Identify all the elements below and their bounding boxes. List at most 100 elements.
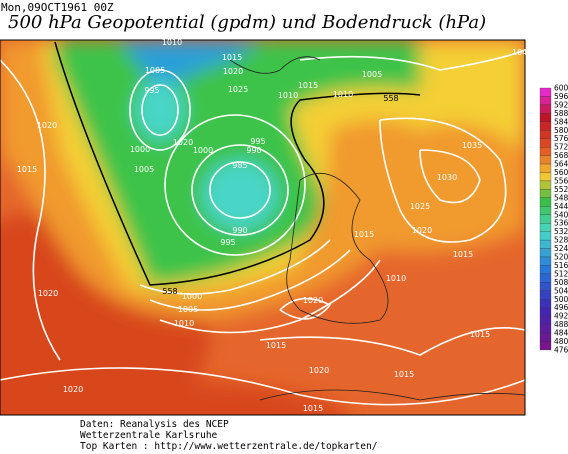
isobar-label: 1005	[145, 66, 165, 75]
colorbar-band	[539, 273, 552, 283]
isobar-label: 995	[144, 86, 159, 95]
edge-label: 104	[512, 48, 527, 57]
colorbar-band	[539, 130, 552, 139]
colorbar-band	[539, 239, 552, 249]
colorbar-band	[539, 87, 552, 97]
footer-line: Top Karten : http://www.wetterzentrale.d…	[80, 441, 377, 452]
height-label: 558	[383, 94, 398, 103]
colorbar-band	[539, 299, 552, 308]
colorbar-band	[539, 341, 552, 351]
isobar-label: 1020	[303, 296, 323, 305]
colorbar-band	[539, 324, 552, 334]
colorbar-band	[539, 113, 552, 122]
isobar-label: 1020	[63, 385, 83, 394]
isobar-label: 990	[232, 226, 247, 235]
colorbar-band	[539, 282, 552, 291]
colorbar-band	[539, 206, 552, 215]
colorbar-band	[539, 138, 552, 148]
title: 500 hPa Geopotential (gpdm) und Bodendru…	[8, 12, 486, 33]
isobar-label: 1005	[178, 305, 198, 314]
colorbar-band	[539, 214, 552, 224]
colorbar-band	[539, 315, 552, 325]
colorbar-band	[539, 163, 552, 173]
colorbar-label: 528	[554, 236, 568, 245]
isobar-label: 1015	[17, 165, 37, 174]
isobar-label: 1000	[130, 145, 150, 154]
isobar-label: 1020	[37, 121, 57, 130]
colorbar-label: 548	[554, 193, 568, 202]
colorbar-label: 544	[554, 202, 568, 211]
datetime: Mon,09OCT1961 00Z	[1, 1, 114, 14]
colorbar-label: 552	[554, 185, 568, 194]
colorbar-band	[539, 265, 552, 275]
isobar-label: 1020	[38, 289, 58, 298]
isobar-label: 1025	[410, 202, 430, 211]
isobar-label: 1020	[223, 67, 243, 76]
colorbar-label: 560	[554, 168, 568, 177]
colorbar-label: 496	[554, 303, 568, 312]
colorbar-label: 492	[554, 312, 568, 321]
isobar-label: 1015	[354, 230, 374, 239]
isobar-label: 1010	[333, 90, 353, 99]
colorbar-band	[539, 146, 552, 156]
isobar-label: 995	[250, 137, 265, 146]
colorbar-band	[539, 189, 552, 198]
map-frame	[0, 39, 526, 416]
isobar-label: 1015	[266, 341, 286, 350]
height-label: 558	[162, 287, 177, 296]
colorbar-label: 580	[554, 126, 568, 135]
isobar-label: 1015	[470, 330, 490, 339]
isobar-label: 1030	[437, 173, 457, 182]
colorbar-label: 568	[554, 151, 568, 160]
isobar-label: 1020	[412, 226, 432, 235]
colorbar-band	[539, 155, 552, 165]
colorbar-label: 536	[554, 219, 568, 228]
colorbar-label: 592	[554, 100, 568, 109]
colorbar-label: 504	[554, 286, 568, 295]
colorbar-label: 484	[554, 329, 568, 338]
colorbar-label: 588	[554, 109, 568, 118]
isobar-label: 1010	[174, 319, 194, 328]
isobar-label: 995	[220, 238, 235, 247]
isobar-label: 1015	[394, 370, 414, 379]
isobar-label: 1025	[228, 85, 248, 94]
colorbar-label: 524	[554, 244, 568, 253]
colorbar-band	[539, 172, 552, 182]
isobar-label: 1015	[453, 250, 473, 259]
isobar-label: 990	[246, 146, 261, 155]
colorbar-band	[539, 290, 552, 300]
isobar-label: 1015	[303, 404, 323, 413]
colorbar-label: 516	[554, 261, 568, 270]
isobar-label: 1005	[134, 165, 154, 174]
isobar-label: 1010	[162, 38, 182, 47]
isobar-label: 1005	[362, 70, 382, 79]
colorbar-band	[539, 197, 552, 207]
isobar-label: 1000	[182, 292, 202, 301]
isobar-label: 1035	[462, 141, 482, 150]
colorbar-band	[539, 180, 552, 190]
colorbar-band	[539, 256, 552, 266]
colorbar-label: 596	[554, 92, 568, 101]
footer-line: Daten: Reanalysis des NCEP	[80, 419, 229, 430]
isobar-label: 1000	[193, 146, 213, 155]
colorbar-label: 500	[554, 295, 568, 304]
colorbar-label: 512	[554, 269, 568, 278]
colorbar-label: 576	[554, 134, 568, 143]
colorbar-band	[539, 332, 552, 342]
colorbar-label: 532	[554, 227, 568, 236]
colorbar-band	[539, 96, 552, 106]
colorbar-label: 508	[554, 278, 568, 287]
colorbar-label: 600	[554, 84, 568, 93]
colorbar-band	[539, 248, 552, 258]
colorbar-label: 488	[554, 320, 568, 329]
isobar-label: 1015	[222, 53, 242, 62]
colorbar-label: 564	[554, 160, 568, 169]
isobar-label: 1020	[173, 138, 193, 147]
colorbar-band	[539, 223, 552, 232]
colorbar-label: 540	[554, 210, 568, 219]
colorbar-label: 520	[554, 253, 568, 262]
colorbar-label: 556	[554, 176, 568, 185]
colorbar-label: 572	[554, 143, 568, 152]
colorbar-label: 584	[554, 117, 568, 126]
